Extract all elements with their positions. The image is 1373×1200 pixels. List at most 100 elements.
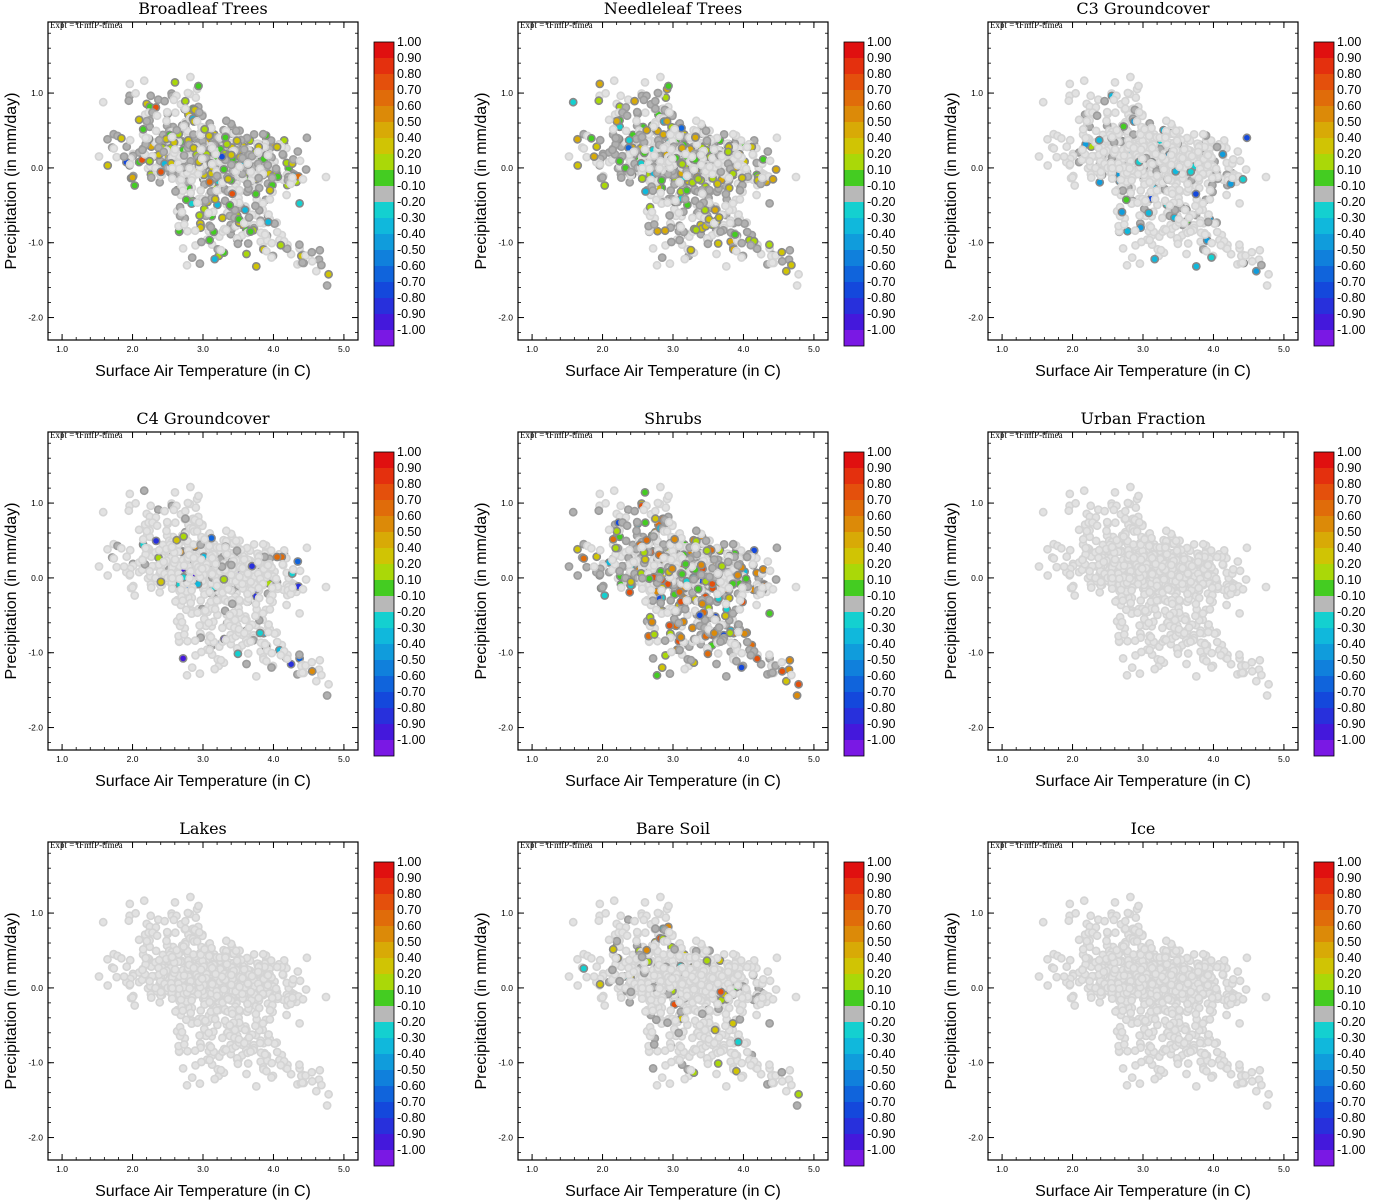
x-tick-label: 5.0 — [338, 344, 350, 354]
data-point — [205, 235, 214, 245]
data-point — [1183, 179, 1192, 189]
data-point — [1114, 164, 1124, 174]
colorbar-label: 0.80 — [1337, 67, 1361, 81]
panel-title: C3 Groundcover — [1076, 0, 1210, 18]
data-point — [170, 145, 180, 154]
data-point — [1117, 207, 1127, 217]
data-point — [772, 543, 782, 553]
data-point — [728, 609, 738, 618]
colorbar-label: 0.60 — [397, 99, 421, 113]
data-point — [696, 150, 706, 160]
data-point — [716, 167, 726, 177]
data-point — [295, 566, 305, 576]
data-point — [1057, 133, 1066, 143]
data-point — [1132, 116, 1142, 126]
data-point — [179, 561, 189, 570]
data-point — [267, 173, 277, 183]
data-point — [1150, 194, 1160, 204]
data-point — [682, 171, 692, 181]
colorbar-swatch — [1314, 154, 1334, 170]
data-point — [103, 571, 113, 580]
data-point — [649, 122, 658, 131]
data-point — [1161, 225, 1171, 235]
colorbar-label: -0.70 — [397, 275, 426, 289]
data-point — [282, 600, 291, 610]
data-point — [302, 543, 312, 553]
data-point — [196, 555, 206, 564]
data-point — [212, 171, 222, 181]
colorbar-label: -0.80 — [397, 291, 426, 305]
data-point — [322, 691, 332, 700]
data-point — [254, 583, 264, 593]
data-point — [180, 514, 190, 524]
data-point — [134, 525, 144, 535]
data-point — [664, 107, 674, 117]
colorbar-swatch — [1314, 202, 1334, 218]
colorbar-swatch — [374, 692, 394, 708]
data-point — [1109, 95, 1119, 105]
colorbar-label: 0.20 — [1337, 147, 1361, 161]
data-point — [649, 532, 658, 541]
data-point — [665, 259, 675, 268]
data-point — [287, 173, 297, 183]
data-point — [178, 596, 188, 605]
colorbar-swatch — [844, 330, 864, 346]
data-point — [156, 577, 166, 587]
data-point — [221, 526, 231, 536]
data-point — [1123, 88, 1133, 98]
data-point — [267, 238, 277, 248]
data-point — [146, 91, 156, 101]
data-point — [765, 156, 775, 166]
colorbar-swatch — [1314, 42, 1334, 58]
data-point — [178, 243, 188, 253]
data-point — [239, 145, 249, 154]
data-point — [1118, 243, 1128, 253]
colorbar-swatch — [844, 250, 864, 266]
data-point — [688, 623, 697, 633]
colorbar-label: 0.60 — [867, 99, 891, 113]
data-point — [204, 131, 214, 141]
data-point — [1126, 72, 1135, 82]
data-point — [650, 96, 660, 106]
data-point — [1235, 156, 1245, 166]
data-point — [1156, 245, 1166, 255]
data-point — [622, 111, 632, 121]
data-point — [183, 498, 193, 508]
data-point — [665, 669, 675, 678]
data-point — [267, 583, 277, 593]
data-point — [154, 545, 164, 555]
data-point — [604, 115, 614, 125]
colorbar-swatch — [374, 218, 394, 234]
colorbar-label: -0.30 — [397, 211, 426, 225]
data-point — [172, 535, 182, 545]
data-point — [777, 256, 787, 266]
colorbar-swatch — [374, 58, 394, 74]
data-point — [142, 526, 152, 536]
data-point — [263, 570, 273, 580]
data-point — [657, 175, 666, 185]
data-point — [124, 96, 134, 106]
data-point — [677, 123, 686, 133]
data-point — [219, 164, 229, 174]
x-tick-label: 5.0 — [338, 754, 350, 764]
data-point — [1184, 213, 1194, 222]
data-point — [194, 81, 203, 91]
colorbar: 1.000.900.800.700.600.500.400.200.10-0.1… — [373, 445, 426, 757]
data-point — [1251, 266, 1261, 276]
data-point — [272, 637, 282, 647]
colorbar-swatch — [1314, 138, 1334, 154]
colorbar-label: -1.00 — [1337, 323, 1366, 337]
data-point — [109, 554, 119, 563]
data-point — [737, 173, 747, 183]
data-point — [728, 198, 738, 208]
colorbar-label: 0.80 — [397, 477, 421, 491]
data-point — [1205, 194, 1215, 204]
colorbar-label: 0.90 — [397, 51, 421, 65]
colorbar-label: -0.60 — [1337, 259, 1366, 273]
data-point — [190, 226, 200, 236]
data-point — [664, 81, 673, 91]
data-point — [733, 160, 743, 170]
colorbar-label: -0.70 — [397, 685, 426, 699]
data-point — [641, 187, 650, 196]
data-point — [1049, 144, 1059, 153]
